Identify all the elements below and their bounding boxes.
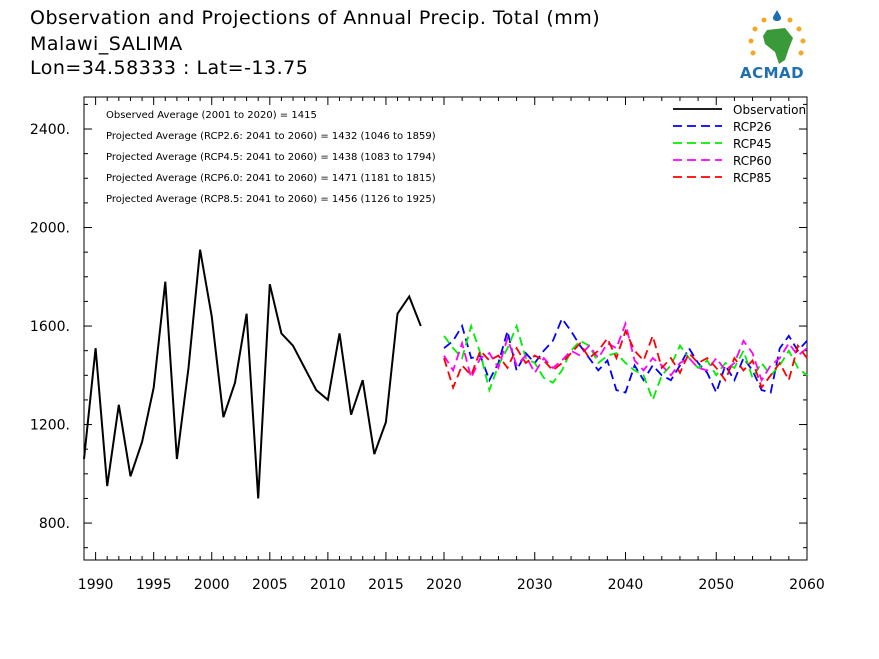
y-tick-label: 2400. (30, 122, 70, 138)
plot-frame (83, 96, 808, 561)
x-tick-label: 2005 (252, 577, 288, 593)
x-tick-label: 1995 (136, 577, 172, 593)
legend-label-observation: Observation (733, 103, 806, 117)
x-tick-label: 2020 (426, 577, 462, 593)
x-tick-label: 2060 (789, 577, 825, 593)
x-tick-label: 2040 (608, 577, 644, 593)
legend-label-rcp45: RCP45 (733, 137, 772, 151)
series-rcp45-line (443, 322, 808, 403)
series-rcp60-line (443, 320, 808, 383)
legend-label-rcp60: RCP60 (733, 154, 772, 168)
x-tick-label: 2050 (698, 577, 734, 593)
y-tick-label: 800. (39, 516, 70, 532)
annotation-text: Observed Average (2001 to 2020) = 1415 (106, 110, 317, 121)
x-tick-label: 1990 (78, 577, 114, 593)
series-observation-line (83, 249, 422, 499)
x-tick-label: 2030 (517, 577, 553, 593)
annotation-text: Projected Average (RCP6.0: 2041 to 2060)… (106, 173, 436, 184)
x-tick-label: 2010 (310, 577, 346, 593)
location-name: Malawi_SALIMA (30, 33, 183, 55)
chart-title: Observation and Projections of Annual Pr… (30, 7, 601, 29)
y-tick-label: 1200. (30, 418, 70, 434)
coordinates: Lon=34.58333 : Lat=-13.75 (30, 57, 309, 79)
x-tick-label: 2000 (194, 577, 230, 593)
y-tick-label: 2000. (30, 221, 70, 237)
acmad-logo-text: ACMAD (740, 64, 805, 82)
y-tick-label: 1600. (30, 319, 70, 335)
legend-label-rcp85: RCP85 (733, 171, 772, 185)
x-tick-label: 2015 (368, 577, 404, 593)
annotation-text: Projected Average (RCP4.5: 2041 to 2060)… (106, 152, 436, 163)
acmad-logo-icon (748, 10, 806, 64)
legend-label-rcp26: RCP26 (733, 120, 772, 134)
series-rcp85-line (443, 328, 808, 391)
annotation-text: Projected Average (RCP8.5: 2041 to 2060)… (106, 194, 436, 205)
annotation-text: Projected Average (RCP2.6: 2041 to 2060)… (106, 131, 436, 142)
